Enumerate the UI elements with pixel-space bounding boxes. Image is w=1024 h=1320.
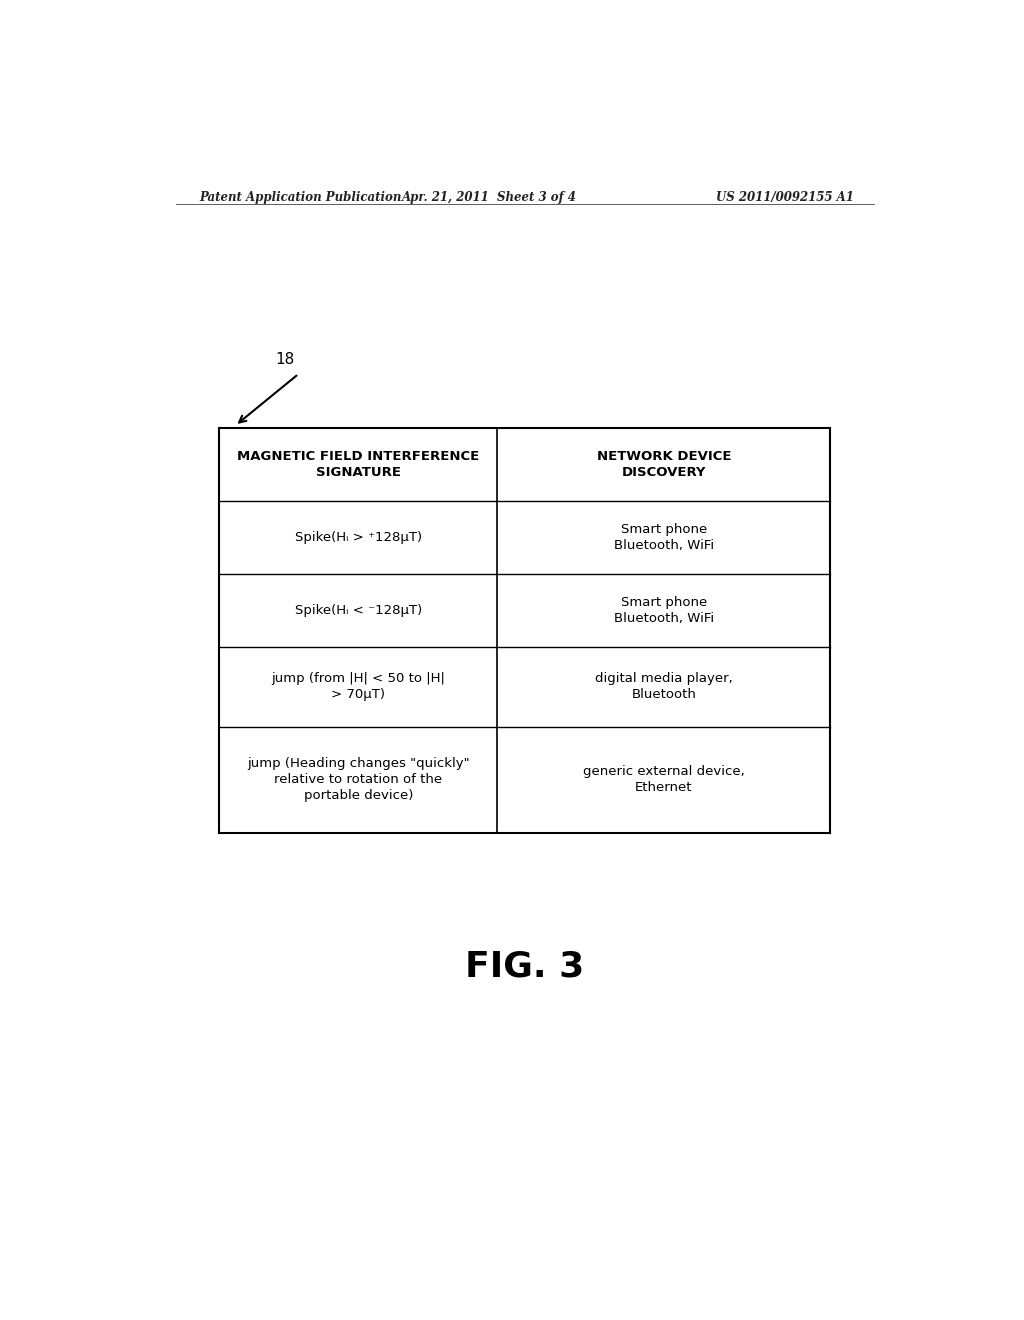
Text: jump (Heading changes "quickly"
relative to rotation of the
portable device): jump (Heading changes "quickly" relative… — [247, 758, 470, 803]
Text: 18: 18 — [274, 351, 294, 367]
Text: FIG. 3: FIG. 3 — [465, 949, 585, 983]
Text: jump (from |H| < 50 to |H|
> 70μT): jump (from |H| < 50 to |H| > 70μT) — [271, 672, 445, 701]
Text: Smart phone
Bluetooth, WiFi: Smart phone Bluetooth, WiFi — [613, 597, 714, 626]
Text: Spike(Hᵢ < ⁻128μT): Spike(Hᵢ < ⁻128μT) — [295, 605, 422, 618]
Text: Smart phone
Bluetooth, WiFi: Smart phone Bluetooth, WiFi — [613, 523, 714, 552]
Text: US 2011/0092155 A1: US 2011/0092155 A1 — [716, 191, 854, 203]
Text: generic external device,
Ethernet: generic external device, Ethernet — [583, 766, 744, 795]
Text: NETWORK DEVICE
DISCOVERY: NETWORK DEVICE DISCOVERY — [597, 450, 731, 479]
Text: Spike(Hᵢ > ⁺128μT): Spike(Hᵢ > ⁺128μT) — [295, 531, 422, 544]
Text: MAGNETIC FIELD INTERFERENCE
SIGNATURE: MAGNETIC FIELD INTERFERENCE SIGNATURE — [238, 450, 479, 479]
Text: Patent Application Publication: Patent Application Publication — [200, 191, 401, 203]
Text: Apr. 21, 2011  Sheet 3 of 4: Apr. 21, 2011 Sheet 3 of 4 — [401, 191, 577, 203]
Text: digital media player,
Bluetooth: digital media player, Bluetooth — [595, 672, 733, 701]
